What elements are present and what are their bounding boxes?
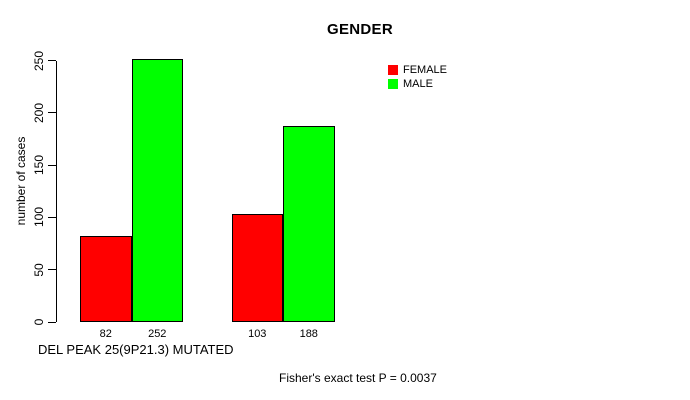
legend-swatch	[388, 64, 398, 75]
legend-swatch	[388, 78, 398, 89]
x-axis-label: DEL PEAK 25(9P21.3) MUTATED	[38, 342, 234, 357]
bar-male-group1	[131, 58, 183, 322]
legend-label: MALE	[403, 77, 433, 90]
bar-male-group2	[283, 125, 335, 322]
y-tick-label: 100	[31, 207, 46, 228]
bar-value-label: 188	[299, 327, 318, 340]
y-tick	[48, 164, 56, 166]
y-tick	[48, 321, 56, 323]
footer-annotation: Fisher's exact test P = 0.0037	[279, 371, 437, 385]
y-axis-line	[56, 60, 57, 322]
legend-entry: MALE	[388, 77, 447, 90]
chart-title: GENDER	[327, 21, 393, 38]
bar-female-group2	[231, 214, 283, 322]
y-tick	[48, 60, 56, 62]
bar-value-label: 252	[148, 327, 167, 340]
bar-value-label: 82	[99, 327, 112, 340]
y-axis-label: number of cases	[14, 136, 28, 226]
y-tick-label: 200	[31, 102, 46, 123]
y-tick	[48, 112, 56, 114]
y-tick	[48, 216, 56, 218]
y-tick-label: 0	[31, 318, 46, 326]
bar-female-group1	[80, 236, 132, 322]
y-tick	[48, 269, 56, 271]
legend-label: FEMALE	[403, 63, 448, 76]
y-tick-label: 50	[31, 263, 46, 277]
y-tick-label: 250	[31, 50, 46, 71]
legend-entry: FEMALE	[388, 63, 447, 76]
y-tick-label: 150	[31, 155, 46, 176]
bar-value-label: 103	[248, 327, 267, 340]
legend: FEMALE MALE	[388, 63, 447, 91]
